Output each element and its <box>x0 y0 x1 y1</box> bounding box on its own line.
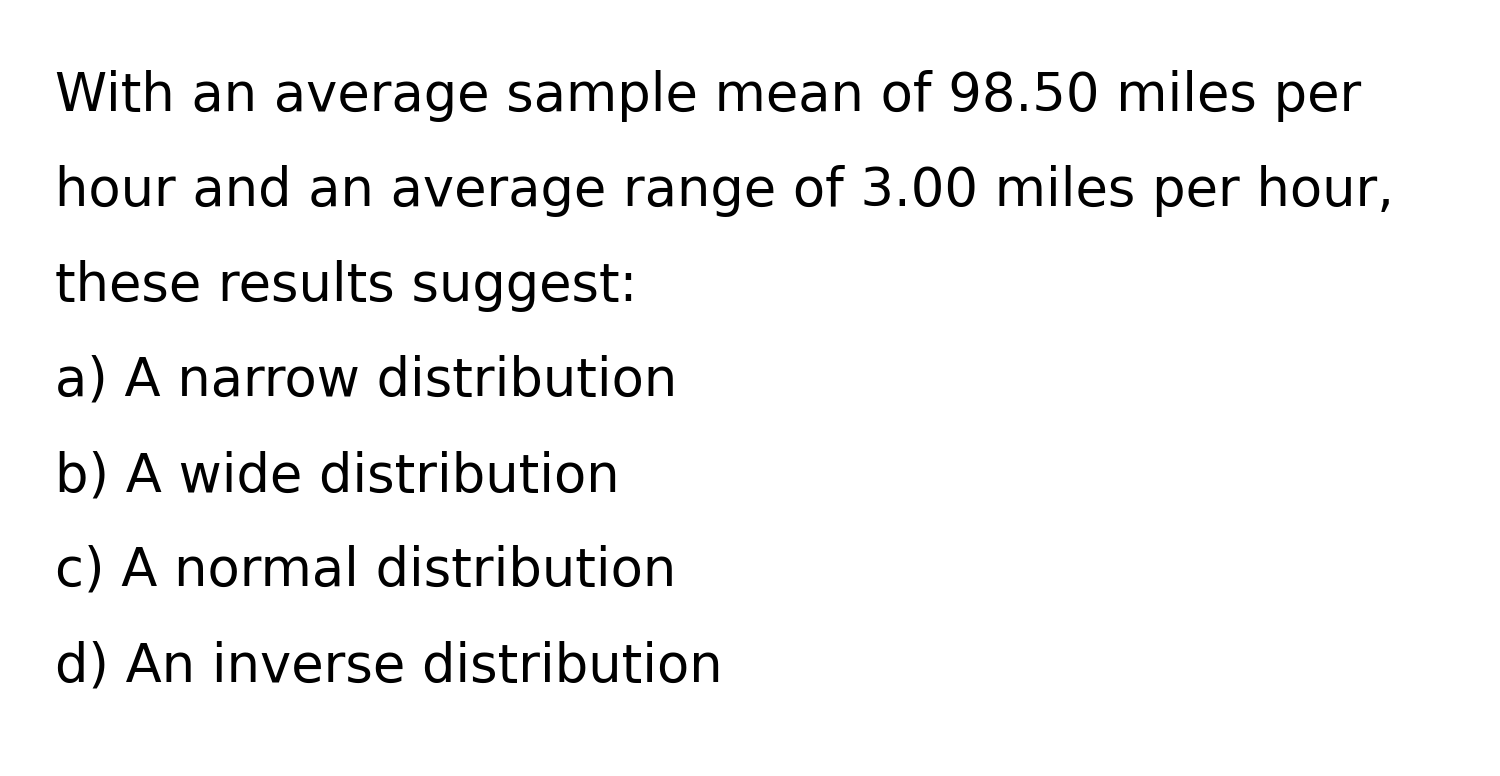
Text: c) A normal distribution: c) A normal distribution <box>56 545 676 597</box>
Text: b) A wide distribution: b) A wide distribution <box>56 450 620 502</box>
Text: a) A narrow distribution: a) A narrow distribution <box>56 355 678 407</box>
Text: these results suggest:: these results suggest: <box>56 260 638 312</box>
Text: d) An inverse distribution: d) An inverse distribution <box>56 640 723 692</box>
Text: With an average sample mean of 98.50 miles per: With an average sample mean of 98.50 mil… <box>56 70 1362 122</box>
Text: hour and an average range of 3.00 miles per hour,: hour and an average range of 3.00 miles … <box>56 165 1394 217</box>
